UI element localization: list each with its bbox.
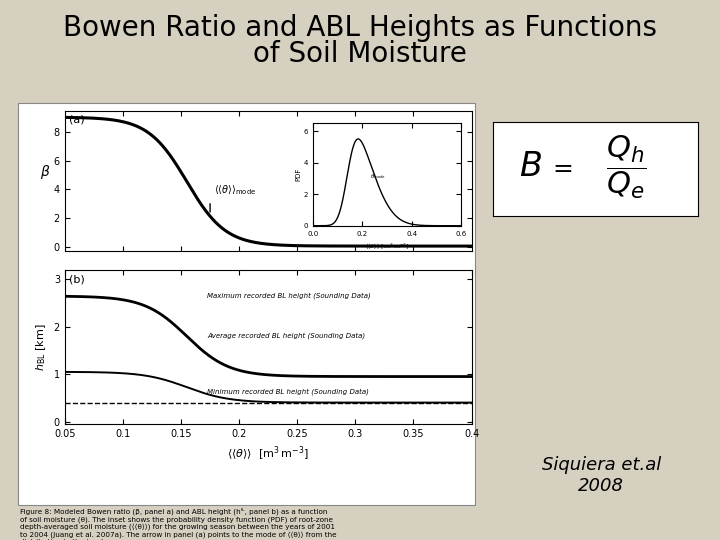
X-axis label: $\langle\langle\theta\rangle\rangle\ \ [\rm m^3\,m^{-3}]$: $\langle\langle\theta\rangle\rangle\ \ [… — [228, 444, 309, 463]
Text: Siquiera et.al
2008: Siquiera et.al 2008 — [541, 456, 661, 495]
Y-axis label: $h_{\rm BL}\ [\rm km]$: $h_{\rm BL}\ [\rm km]$ — [35, 323, 48, 371]
Text: Average recorded BL height (Sounding Data): Average recorded BL height (Sounding Dat… — [207, 333, 365, 339]
Y-axis label: PDF: PDF — [295, 168, 301, 181]
Y-axis label: $\beta$: $\beta$ — [40, 163, 50, 181]
Text: Maximum recorded BL height (Sounding Data): Maximum recorded BL height (Sounding Dat… — [207, 293, 371, 299]
Text: (b): (b) — [69, 275, 85, 285]
Text: $=$: $=$ — [549, 155, 573, 179]
Text: of Soil Moisture: of Soil Moisture — [253, 40, 467, 69]
X-axis label: $\langle\langle\theta\rangle\rangle\ [\rm m^3\,m^{-3}]$: $\langle\langle\theta\rangle\rangle\ [\r… — [364, 242, 410, 252]
Text: $\mathit{B}$: $\mathit{B}$ — [518, 150, 541, 184]
Text: $\dfrac{Q_h}{Q_e}$: $\dfrac{Q_h}{Q_e}$ — [606, 133, 647, 201]
Text: (a): (a) — [69, 115, 84, 125]
Text: $\langle\langle\theta\rangle\rangle_{\rm mode}$: $\langle\langle\theta\rangle\rangle_{\rm… — [214, 183, 256, 197]
Text: $\theta_{\rm mode}$: $\theta_{\rm mode}$ — [370, 172, 386, 181]
Text: Bowen Ratio and ABL Heights as Functions: Bowen Ratio and ABL Heights as Functions — [63, 14, 657, 42]
Text: Figure 8: Modeled Bowen ratio (β, panel a) and ABL height (hᴵᴸ, panel b) as a fu: Figure 8: Modeled Bowen ratio (β, panel … — [20, 508, 337, 540]
Text: Minimum recorded BL height (Sounding Data): Minimum recorded BL height (Sounding Dat… — [207, 388, 369, 395]
